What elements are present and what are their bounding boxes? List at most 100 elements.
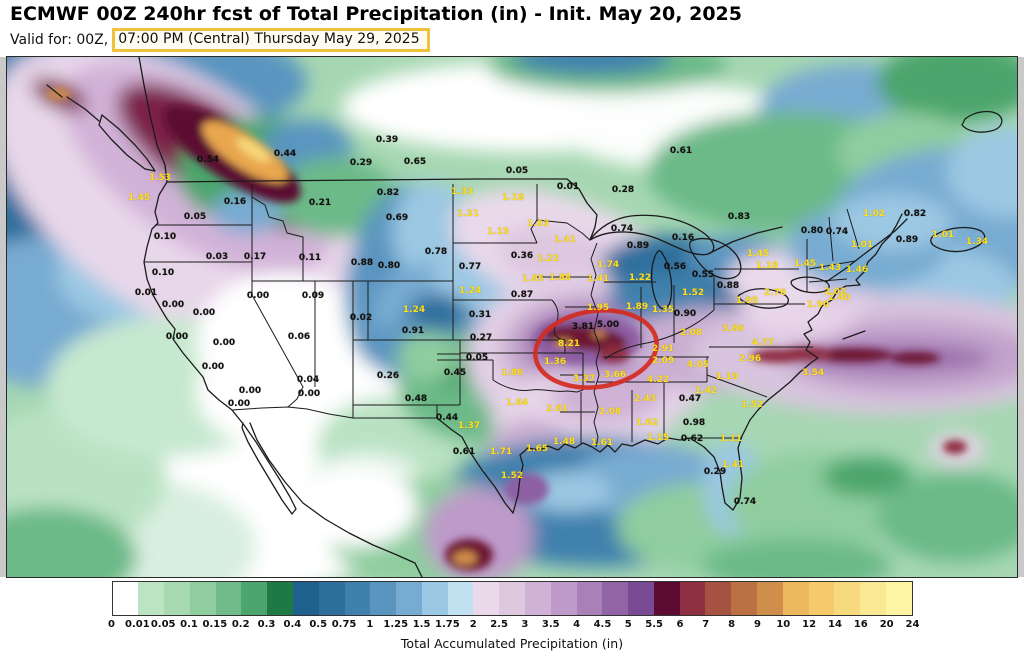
colorbar-cell (602, 582, 629, 615)
precip-value-label: 2.40 (827, 293, 851, 303)
precip-value-label: 1.90 (806, 300, 830, 310)
colorbar-cell (834, 582, 861, 615)
colorbar (111, 581, 913, 616)
colorbar-tick-label: 0.01 (124, 619, 150, 630)
precip-value-label: 0.65 (403, 157, 427, 167)
precip-value-label: 0.06 (287, 332, 311, 342)
precip-value-label: 1.31 (456, 209, 480, 219)
colorbar-cell (267, 582, 293, 615)
precip-value-label: 0.89 (626, 241, 650, 251)
colorbar-tick-label: 5 (624, 619, 632, 630)
precip-value-label: 1.18 (755, 261, 779, 271)
colorbar-tick-label: 4 (573, 619, 581, 630)
colorbar-tick-label: 16 (853, 619, 868, 630)
precip-value-label: 1.63 (526, 219, 550, 229)
precip-value-label: 0.80 (800, 226, 824, 236)
precip-value-label: 0.00 (212, 338, 236, 348)
colorbar-tick-label: 3 (521, 619, 529, 630)
precip-value-label: 1.37 (457, 421, 481, 431)
precip-value-label: 0.77 (458, 262, 482, 272)
precip-value-label: 0.39 (375, 135, 399, 145)
colorbar-cell (370, 582, 397, 615)
colorbar-tick-label: 12 (802, 619, 817, 630)
colorbar-tick-label: 0.4 (283, 619, 302, 630)
colorbar-cell (525, 582, 551, 615)
colorbar-tick-label: 0.1 (180, 619, 198, 630)
precip-value-label: 1.33 (450, 187, 474, 197)
precip-value-label: 0.89 (895, 235, 919, 245)
colorbar-tick-label: 1.75 (435, 619, 460, 630)
precip-value-label: 1.86 (500, 368, 524, 378)
precip-value-label: 0.31 (468, 310, 492, 320)
precip-value-label: 0.00 (238, 386, 262, 396)
precip-value-label: 0.80 (377, 261, 401, 271)
precip-value-label: 4.05 (686, 360, 710, 370)
precip-value-label: 2.43 (633, 394, 657, 404)
precip-value-label: 1.61 (590, 438, 614, 448)
precip-value-label: 0.01 (556, 182, 580, 192)
precip-value-label: 2.08 (679, 328, 703, 338)
colorbar-tick-label: 8 (728, 619, 736, 630)
precip-value-label: 1.74 (596, 260, 620, 270)
colorbar-cell (885, 582, 912, 615)
precip-value-label: 1.15 (646, 433, 670, 443)
precip-value-label: 0.03 (205, 252, 229, 262)
precip-value-label: 0.45 (443, 368, 467, 378)
colorbar-tick-label: 5.5 (645, 619, 663, 630)
valid-time-line: Valid for: 00Z, 07:00 PM (Central) Thurs… (10, 28, 1010, 52)
colorbar-cell (473, 582, 500, 615)
precip-value-label: 1.52 (500, 471, 524, 481)
precip-value-label: 1.52 (740, 400, 764, 410)
precip-value-label: 0.11 (298, 253, 322, 263)
coastline-path (46, 57, 1003, 577)
precip-value-label: 0.91 (401, 326, 425, 336)
colorbar-tick-label: 0.75 (331, 619, 357, 630)
precip-value-label: 0.00 (165, 332, 189, 342)
precip-value-label: 0.09 (301, 291, 325, 301)
precip-value-label: 0.00 (246, 291, 270, 301)
precip-value-label: 0.10 (151, 268, 175, 278)
precip-value-label: 1.41 (586, 274, 610, 284)
precip-value-label: 0.16 (223, 197, 247, 207)
colorbar-cell (576, 582, 603, 615)
colorbar-cell (679, 582, 706, 615)
colorbar-tick-label: 0.15 (202, 619, 228, 630)
colorbar-tick-label: 2.5 (490, 619, 508, 630)
precip-value-label: 0.54 (196, 155, 220, 165)
colorbar-cell (447, 582, 474, 615)
colorbar-tick-label: 0.3 (257, 619, 276, 630)
colorbar-tick-label: 10 (776, 619, 791, 630)
precip-value-label: 0.21 (308, 198, 332, 208)
colorbar-tick-label: 3.5 (541, 619, 560, 630)
colorbar-ticks: 0 0.01 0.05 0.1 0.15 0.2 0.3 0.4 0.5 0.75 1 1.25 1.5… (108, 619, 919, 632)
precip-value-label: 3.37 (572, 374, 596, 384)
colorbar-cell (164, 582, 190, 615)
colorbar-cell (550, 582, 577, 615)
precip-value-label: 0.10 (153, 232, 177, 242)
colorbar-tick-label: 0.2 (231, 619, 250, 630)
precip-value-label: 1.46 (845, 265, 869, 275)
precip-value-label: 3.81 (571, 322, 595, 332)
precip-value-label: 1.22 (536, 254, 560, 264)
precip-value-label: 0.98 (682, 418, 706, 428)
colorbar-cell (499, 582, 525, 615)
precip-value-label: 1.43 (818, 263, 842, 273)
state-borders-path (144, 184, 860, 448)
precip-value-label: 1.52 (681, 288, 705, 298)
precip-value-label: 1.62 (635, 418, 659, 428)
colorbar-cell (112, 582, 139, 615)
precip-value-label: 0.87 (510, 290, 534, 300)
precip-value-label: 1.18 (501, 193, 525, 203)
colorbar-tick-label: 20 (879, 619, 894, 630)
precip-value-label: 0.05 (505, 166, 529, 176)
precip-value-label: 1.95 (586, 303, 610, 313)
precip-value-label: 0.82 (376, 188, 400, 198)
precip-value-label: 0.90 (673, 309, 697, 319)
precip-value-label: 1.89 (625, 302, 649, 312)
precip-value-label: 3.54 (801, 368, 825, 378)
precip-value-label: 0.88 (350, 258, 374, 268)
precip-value-label: 0.83 (727, 212, 751, 222)
colorbar-tick-label: 1 (366, 619, 374, 630)
precip-value-label: 0.36 (510, 251, 534, 261)
colorbar-tick-label: 6 (676, 619, 684, 630)
